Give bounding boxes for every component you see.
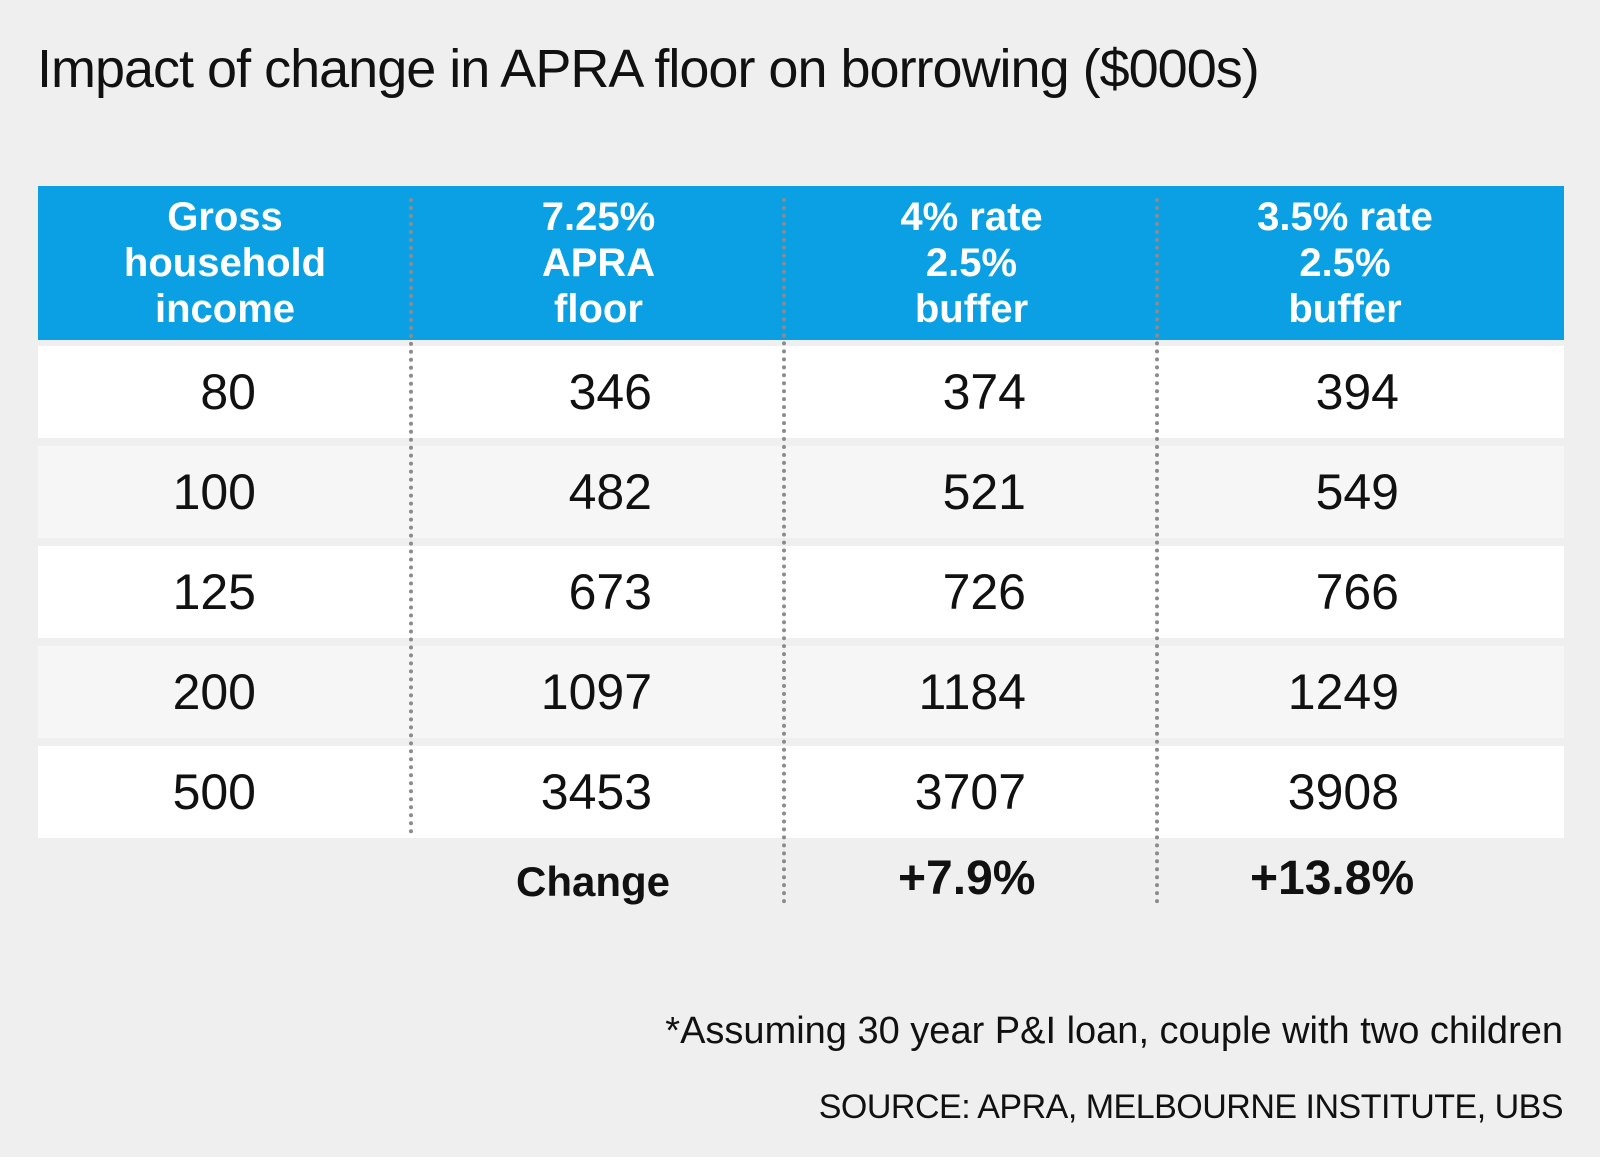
- cell-apra-floor: 482: [568, 464, 652, 520]
- cell-income: 500: [172, 764, 256, 820]
- cell-3-5pct-rate: 1249: [1287, 664, 1399, 720]
- cell-income: 200: [172, 664, 256, 720]
- cell-income: 80: [200, 364, 256, 420]
- cell-4pct-rate: 3707: [914, 764, 1026, 820]
- cell-3-5pct-rate: 549: [1315, 464, 1399, 520]
- change-value-3-5pct-rate: +13.8%: [1250, 852, 1415, 905]
- column-separator: [409, 198, 413, 834]
- header-4pct-rate: 4% rate 2.5% buffer: [900, 195, 1043, 331]
- change-value-4pct-rate: +7.9%: [898, 852, 1036, 905]
- cell-3-5pct-rate: 766: [1315, 564, 1399, 620]
- table-row: 100 482 521 549: [38, 446, 1564, 538]
- chart-title: Impact of change in APRA floor on borrow…: [37, 39, 1260, 99]
- header-apra-floor: 7.25% APRA floor: [541, 195, 656, 331]
- cell-3-5pct-rate: 394: [1315, 364, 1399, 420]
- cell-income: 100: [172, 464, 256, 520]
- source-credit: SOURCE: APRA, MELBOURNE INSTITUTE, UBS: [818, 1088, 1564, 1126]
- cell-3-5pct-rate: 3908: [1287, 764, 1399, 820]
- table-header: Gross household income 7.25% APRA floor …: [38, 186, 1564, 340]
- borrowing-table: Gross household income 7.25% APRA floor …: [38, 186, 1564, 905]
- table-row: 125 673 726 766: [38, 546, 1564, 638]
- table-row: 200 1097 1184 1249: [38, 646, 1564, 738]
- table-row: 80 346 374 394: [38, 346, 1564, 438]
- cell-apra-floor: 673: [568, 564, 652, 620]
- column-separator: [782, 198, 786, 904]
- header-3-5pct-rate: 3.5% rate 2.5% buffer: [1257, 195, 1433, 331]
- column-separator: [1155, 198, 1159, 904]
- cell-4pct-rate: 521: [942, 464, 1026, 520]
- header-gross-household-income: Gross household income: [123, 195, 327, 331]
- cell-apra-floor: 1097: [540, 664, 652, 720]
- cell-apra-floor: 346: [568, 364, 652, 420]
- cell-4pct-rate: 726: [942, 564, 1026, 620]
- cell-income: 125: [172, 564, 256, 620]
- change-label: Change: [516, 858, 671, 905]
- cell-4pct-rate: 1184: [918, 664, 1026, 720]
- cell-4pct-rate: 374: [942, 364, 1026, 420]
- table-row: 500 3453 3707 3908: [38, 746, 1564, 838]
- footnote: *Assuming 30 year P&I loan, couple with …: [665, 1010, 1563, 1052]
- cell-apra-floor: 3453: [540, 764, 652, 820]
